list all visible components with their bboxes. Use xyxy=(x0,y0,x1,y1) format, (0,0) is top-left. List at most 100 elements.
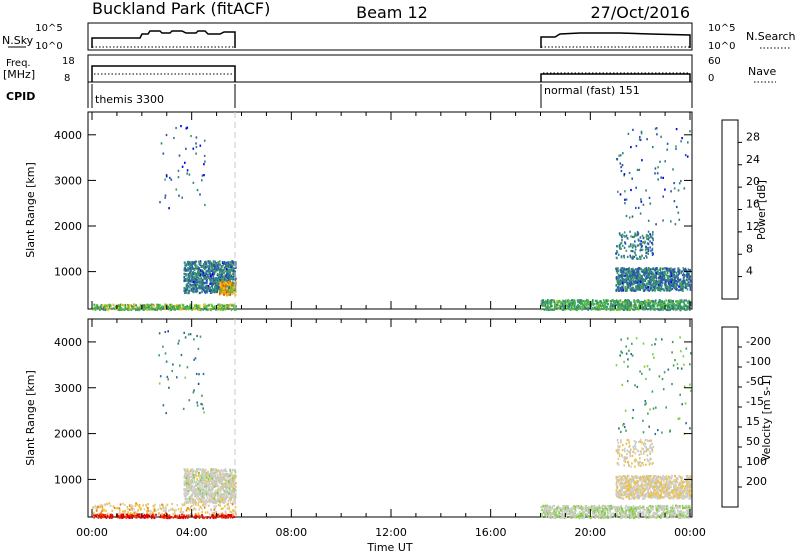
scatter-point-6 xyxy=(559,305,562,308)
scatter-point-0 xyxy=(201,468,204,471)
scatter-point-5 xyxy=(646,242,649,245)
scatter-point-0 xyxy=(186,482,189,485)
scatter-point-2 xyxy=(161,306,164,309)
power-ylabel: Slant Range [km] xyxy=(24,162,37,258)
scatter-point-3 xyxy=(204,160,206,163)
scatter-point-4 xyxy=(672,282,675,285)
scatter-point-0 xyxy=(226,280,228,283)
scatter-point-2 xyxy=(133,508,135,511)
scatter-point-5 xyxy=(632,243,634,246)
scatter-point-6 xyxy=(602,302,604,305)
scatter-point-2 xyxy=(147,507,149,510)
scatter-point-7 xyxy=(675,145,677,148)
colorbar-tick-label: 16 xyxy=(746,198,760,211)
scatter-point-4 xyxy=(644,288,646,291)
scatter-point-4 xyxy=(629,285,632,288)
scatter-point-0 xyxy=(202,263,205,266)
scatter-point-6 xyxy=(565,299,567,302)
scatter-point-1 xyxy=(225,281,228,284)
scatter-point-2 xyxy=(201,507,203,510)
scatter-point-4 xyxy=(678,268,681,271)
scatter-point-5 xyxy=(624,242,627,245)
scatter-point-7 xyxy=(657,178,659,181)
colorbar-tick-label: 4 xyxy=(746,265,753,278)
scatter-point-4 xyxy=(643,279,646,282)
scatter-point-0 xyxy=(220,274,223,277)
cpid-block-2-label: normal (fast) 151 xyxy=(544,84,640,97)
scatter-point-4 xyxy=(635,280,637,284)
scatter-point-0 xyxy=(221,277,223,280)
scatter-point-4 xyxy=(659,268,661,271)
scatter-point-5 xyxy=(646,234,648,237)
scatter-point-6 xyxy=(612,308,614,311)
scatter-point-0 xyxy=(211,264,213,267)
scatter-point-0 xyxy=(230,278,233,281)
scatter-point-4 xyxy=(650,275,652,278)
scatter-point-2 xyxy=(217,503,220,507)
scatter-point-4 xyxy=(642,282,645,285)
scatter-point-6 xyxy=(548,300,551,303)
scatter-point-2 xyxy=(153,308,156,311)
scatter-point-6 xyxy=(616,301,619,304)
scatter-point-6 xyxy=(561,308,564,311)
scatter-point-0 xyxy=(205,266,208,269)
scatter-point-1 xyxy=(106,514,109,517)
scatter-point-4 xyxy=(630,277,632,280)
scatter-point-7 xyxy=(678,182,681,185)
scatter-point-1 xyxy=(213,516,215,519)
scatter-point-0 xyxy=(187,280,190,283)
scatter-point-5 xyxy=(623,254,625,257)
scatter-point-4 xyxy=(618,276,621,279)
scatter-point-0 xyxy=(191,267,193,270)
scatter-point-6 xyxy=(546,308,548,311)
scatter-point-0 xyxy=(234,476,237,479)
scatter-point-4 xyxy=(646,282,648,285)
scatter-point-0 xyxy=(203,276,205,279)
scatter-point-6 xyxy=(682,300,685,303)
scatter-point-0 xyxy=(209,470,212,473)
scatter-point-1 xyxy=(197,514,200,517)
scatter-point-4 xyxy=(629,287,631,290)
scatter-point-0 xyxy=(202,278,205,281)
scatter-point-1 xyxy=(111,514,114,517)
scatter-point-0 xyxy=(195,284,197,287)
scatter-point-1 xyxy=(177,516,180,519)
scatter-point-0 xyxy=(193,477,195,480)
scatter-point-4 xyxy=(649,272,652,275)
scatter-point-6 xyxy=(664,301,666,305)
scatter-point-4 xyxy=(643,270,645,273)
scatter-point-6 xyxy=(578,301,581,304)
scatter-point-6 xyxy=(662,301,665,304)
scatter-point-0 xyxy=(226,492,229,495)
scatter-point-4 xyxy=(631,269,634,272)
scatter-point-6 xyxy=(678,307,681,310)
scatter-point-4 xyxy=(654,280,657,283)
scatter-point-2 xyxy=(208,513,211,516)
scatter-point-4 xyxy=(645,267,648,270)
scatter-point-6 xyxy=(652,304,655,307)
scatter-point-2 xyxy=(92,506,95,509)
scatter-point-4 xyxy=(649,288,652,292)
scatter-point-0 xyxy=(209,493,212,496)
scatter-point-6 xyxy=(671,304,673,307)
scatter-point-0 xyxy=(219,469,221,473)
scatter-point-0 xyxy=(200,265,202,269)
scatter-point-5 xyxy=(621,239,623,242)
scatter-point-6 xyxy=(560,307,563,310)
scatter-point-4 xyxy=(626,281,629,284)
scatter-point-0 xyxy=(183,286,185,290)
scatter-point-0 xyxy=(189,475,192,478)
scatter-point-0 xyxy=(189,270,192,274)
scatter-point-2 xyxy=(173,305,175,308)
scatter-point-2 xyxy=(131,305,133,308)
scatter-point-0 xyxy=(224,500,227,503)
scatter-point-0 xyxy=(225,274,227,277)
scatter-point-4 xyxy=(619,270,622,273)
scatter-point-7 xyxy=(656,133,658,136)
scatter-point-0 xyxy=(198,273,200,276)
scatter-point-1 xyxy=(233,284,235,287)
scatter-point-0 xyxy=(205,279,208,282)
scatter-point-2 xyxy=(153,306,155,309)
scatter-point-6 xyxy=(613,304,615,308)
scatter-point-0 xyxy=(229,266,232,269)
